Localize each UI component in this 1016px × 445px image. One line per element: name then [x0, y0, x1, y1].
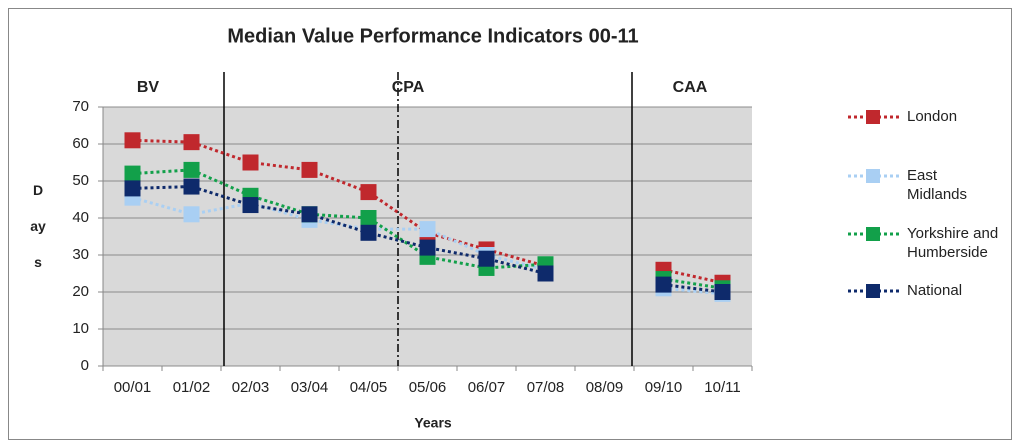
x-tick-label: 04/05: [350, 379, 388, 396]
y-tick-label: 10: [72, 320, 89, 337]
legend-marker: [866, 227, 880, 241]
x-tick-label: 08/09: [586, 379, 624, 396]
x-tick-label: 07/08: [527, 379, 565, 396]
x-tick-label: 01/02: [173, 379, 211, 396]
legend-label: Yorkshire and Humberside: [907, 225, 999, 261]
marker: [714, 284, 731, 300]
marker: [301, 206, 318, 223]
marker: [478, 250, 495, 267]
legend-marker: [866, 169, 880, 183]
legend-label: East Midlands: [907, 167, 968, 203]
marker: [124, 132, 141, 149]
x-tick-label: 05/06: [409, 379, 447, 396]
y-tick-label: 40: [72, 209, 89, 226]
y-tick-label: 20: [72, 283, 89, 300]
series-line: [132, 168, 723, 290]
chart-title: Median Value Performance Indicators 00-1…: [227, 25, 638, 47]
marker: [655, 276, 672, 293]
marker: [419, 239, 436, 256]
marker: [124, 180, 141, 197]
y-tick-label: 0: [81, 357, 89, 374]
x-tick-label: 09/10: [645, 379, 683, 396]
marker: [183, 206, 200, 223]
marker: [242, 197, 259, 214]
legend-marker: [866, 110, 880, 124]
y-tick-label: 60: [72, 135, 89, 152]
annotation: CPA: [392, 79, 425, 96]
legend-label: National: [907, 282, 963, 299]
marker: [419, 221, 436, 238]
y-tick-label: 30: [72, 246, 89, 263]
series-line: [132, 185, 723, 294]
marker: [183, 161, 200, 178]
marker: [242, 154, 259, 171]
marker: [360, 210, 377, 226]
x-tick-label: 03/04: [291, 379, 329, 396]
marker: [301, 161, 318, 178]
marker: [183, 178, 200, 195]
marker: [537, 265, 554, 282]
x-tick-label: 00/01: [114, 379, 152, 396]
marker: [124, 165, 141, 182]
legend-marker: [866, 284, 880, 298]
x-tick-label: 10/11: [704, 379, 740, 396]
legend-label: London: [907, 108, 958, 125]
series-line: [132, 138, 723, 285]
marker: [183, 134, 200, 151]
marker: [360, 224, 377, 241]
x-tick-label: 02/03: [232, 379, 270, 396]
y-tick-label: 50: [72, 172, 89, 189]
marker: [360, 184, 377, 201]
y-axis-title: Days: [30, 182, 46, 270]
x-axis-title: Years: [414, 415, 452, 431]
y-tick-label: 70: [72, 98, 89, 115]
annotation: BV: [137, 79, 160, 96]
annotation: CAA: [673, 79, 708, 96]
x-tick-label: 06/07: [468, 379, 506, 396]
